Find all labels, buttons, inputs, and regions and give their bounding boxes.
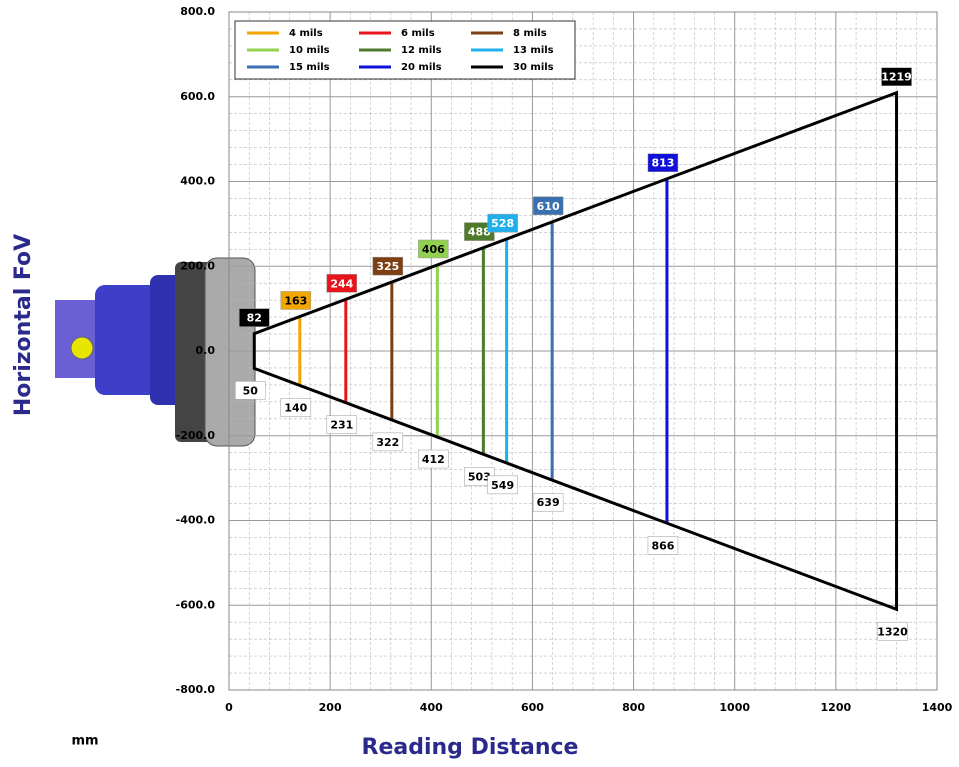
value-label-box: 50 [235,381,266,400]
legend-label: 12 mils [401,45,442,56]
legend-box [234,20,576,80]
y-tick-label: -600.0 [176,598,216,611]
label-box [326,274,358,293]
legend-label: 15 mils [289,62,330,73]
legend-label: 4 mils [289,28,323,39]
value-label: 866 [651,539,674,552]
value-label-box: 163 [280,291,312,310]
value-label: 325 [376,260,399,273]
y-tick-label: -800.0 [176,683,216,696]
value-label: 1320 [877,625,908,638]
y-tick-label: 200.0 [180,259,215,272]
label-box [372,432,404,452]
label-box [418,449,449,469]
unit-label: mm [71,734,98,749]
value-label: 231 [330,419,353,432]
value-label: 503 [468,470,491,483]
label-box [326,415,358,434]
value-label-box: 325 [372,256,404,276]
value-label-box: 1320 [877,622,908,641]
value-label-box: 528 [487,213,518,233]
label-box [280,398,312,417]
x-axis-title: Reading Distance [362,735,579,760]
value-label: 1219 [881,71,912,84]
legend-label: 10 mils [289,45,330,56]
device-image [55,257,256,447]
legend: 4 mils 6 mils 8 mils 10 mils 12 mils 13 mils 1… [234,20,576,80]
value-label-box: 610 [532,196,564,216]
label-box [532,196,564,216]
x-tick-label: 1200 [821,701,852,714]
x-tick-label: 1000 [719,701,750,714]
legend-label: 30 mils [513,62,554,73]
label-box [647,153,679,172]
value-label: 412 [422,453,445,466]
y-tick-label: 800.0 [180,5,215,18]
legend-label: 6 mils [401,28,435,39]
label-box [532,492,564,512]
y-tick-label: 0.0 [196,344,216,357]
x-tick-label: 200 [319,701,342,714]
value-label-box: 503 [464,467,495,486]
value-label: 322 [376,436,399,449]
value-label-box: 140 [280,398,312,417]
legend-label: 8 mils [513,28,547,39]
value-label: 639 [537,496,560,509]
value-label: 244 [330,277,353,290]
value-label: 610 [537,200,560,213]
label-box [647,536,679,555]
label-box [877,622,908,641]
x-tick-label: 600 [521,701,544,714]
x-tick-label: 1400 [922,701,953,714]
x-tick-label: 400 [420,701,443,714]
value-label-box: 406 [418,239,449,259]
label-box [372,256,404,276]
value-label-box: 1219 [881,67,912,86]
value-label-box: 412 [418,449,449,469]
value-label-box: 244 [326,274,358,293]
value-label-box: 549 [487,475,518,495]
x-tick-label: 0 [225,701,233,714]
value-label: 488 [468,226,491,239]
value-label: 50 [243,384,259,397]
label-box [239,308,270,327]
plot-frame [228,11,938,691]
label-box [487,475,518,495]
value-label: 528 [491,217,514,230]
x-tick-label: 800 [622,701,645,714]
y-tick-label: 400.0 [180,175,215,188]
value-label-box: 813 [647,153,679,172]
legend-label: 13 mils [513,45,554,56]
label-box [280,291,312,310]
label-box [235,381,266,400]
value-label-box: 322 [372,432,404,452]
value-label: 140 [284,402,307,415]
value-label-box: 639 [532,492,564,512]
value-label-box: 866 [647,536,679,555]
value-label-box: 82 [239,308,270,327]
label-box [881,67,912,86]
value-label: 549 [491,479,514,492]
value-label: 813 [651,157,674,170]
value-label-box: 231 [326,415,358,434]
fov-outline [252,90,899,612]
y-tick-label: 600.0 [180,90,215,103]
label-box [487,213,518,233]
y-tick-label: -400.0 [176,514,216,527]
value-label: 163 [284,294,307,307]
value-label: 82 [247,312,262,325]
label-box [418,239,449,259]
y-axis-title: Horizontal FoV [11,234,36,416]
legend-label: 20 mils [401,62,442,73]
value-label: 406 [422,243,445,256]
y-tick-label: -200.0 [176,429,216,442]
